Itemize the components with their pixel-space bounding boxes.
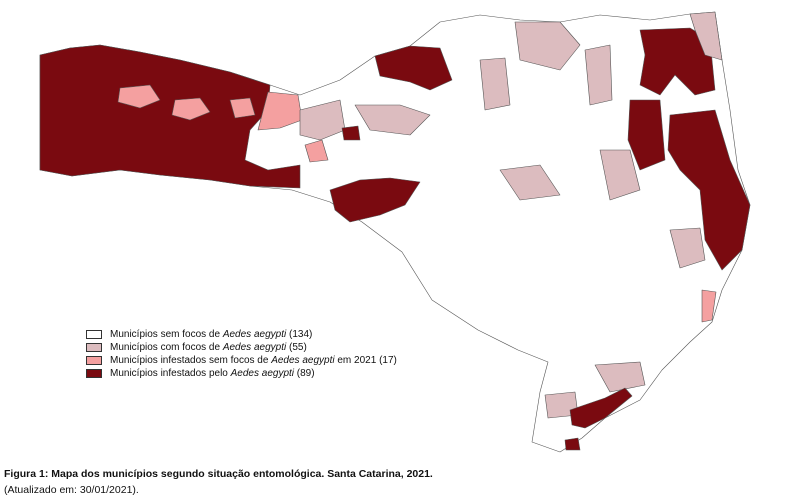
region-pink <box>584 44 613 106</box>
region-small <box>341 125 361 141</box>
legend-text: Municípios com focos de <box>110 342 223 353</box>
legend-swatch <box>86 356 102 365</box>
region-pink <box>669 227 706 269</box>
region-south-small <box>564 437 581 451</box>
region-west-light <box>171 97 211 121</box>
legend-count: (55) <box>286 342 307 353</box>
region-pink <box>514 21 581 71</box>
legend-count: (134) <box>286 329 313 340</box>
region-pink <box>689 11 723 61</box>
region-salmon <box>701 289 717 323</box>
caption: Figura 1: Mapa dos municípios segundo si… <box>4 466 433 498</box>
legend-swatch <box>86 343 102 352</box>
legend-swatch <box>86 330 102 339</box>
region-west <box>39 44 301 189</box>
legend-species: Aedes aegypti <box>230 368 295 379</box>
legend-item: Municípios com focos de Aedes aegypti (5… <box>86 341 397 354</box>
legend-label: Municípios infestados pelo Aedes aegypti… <box>110 368 315 379</box>
region-salmon <box>304 139 329 163</box>
region-coast <box>667 109 751 271</box>
legend: Municípios sem focos de Aedes aegypti (1… <box>86 328 397 380</box>
legend-label: Municípios sem focos de Aedes aegypti (1… <box>110 329 312 340</box>
map <box>39 11 751 453</box>
legend-item: Municípios sem focos de Aedes aegypti (1… <box>86 328 397 341</box>
region-west-light <box>117 84 161 109</box>
region-pink <box>599 149 641 201</box>
legend-species: Aedes aegypti <box>222 342 287 353</box>
legend-count: (89) <box>294 368 315 379</box>
legend-swatch <box>86 369 102 378</box>
legend-label: Municípios infestados sem focos de Aedes… <box>110 355 397 366</box>
region-pink <box>299 99 346 141</box>
region-center <box>329 177 421 223</box>
legend-item: Municípios infestados pelo Aedes aegypti… <box>86 367 397 380</box>
legend-species: Aedes aegypti <box>222 329 287 340</box>
region-pink <box>479 57 511 111</box>
legend-text: Municípios infestados pelo <box>110 368 231 379</box>
legend-text: Municípios infestados sem focos de <box>110 355 272 366</box>
legend-label: Municípios com focos de Aedes aegypti (5… <box>110 342 307 353</box>
region-pink <box>594 361 646 393</box>
legend-species: Aedes aegypti <box>271 355 335 366</box>
region-pink <box>499 164 561 201</box>
region-west-light <box>229 97 256 119</box>
legend-item: Municípios infestados sem focos de Aedes… <box>86 354 397 367</box>
legend-text: Municípios sem focos de <box>110 329 223 340</box>
caption-title: Figura 1: Mapa dos municípios segundo si… <box>4 468 433 480</box>
caption-note: (Atualizado em: 30/01/2021). <box>4 484 139 496</box>
region-pink <box>354 104 431 136</box>
region-south <box>569 387 633 429</box>
region-east <box>627 99 666 171</box>
region-salmon <box>257 91 303 131</box>
region-north <box>374 45 453 91</box>
legend-count: em 2021 (17) <box>334 355 397 366</box>
